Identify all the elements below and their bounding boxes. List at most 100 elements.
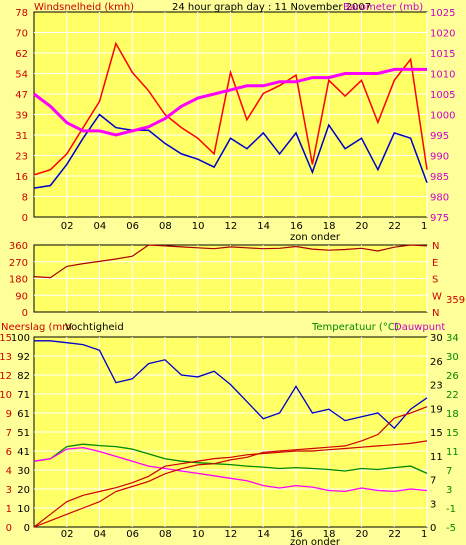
rain-total-line	[33, 406, 428, 528]
x-tick-label: 1	[421, 529, 427, 540]
rain-y-tick-label: 13	[0, 352, 12, 363]
x-tick-label: 22	[388, 221, 401, 232]
temperature-y-tick-label: -1	[446, 504, 456, 515]
x-tick-label: 08	[159, 529, 172, 540]
humidity-y-tick-label: 82	[17, 371, 30, 382]
compass-label: S	[432, 275, 438, 286]
dewpoint-y-tick-label: 7	[430, 476, 436, 487]
wind-barometer-panel: 02 04 06 08 10 12 14 16 18 20 22 108162331394754627…	[15, 8, 455, 232]
x-tick-label: 10	[192, 221, 205, 232]
x-tick-label: 16	[290, 529, 303, 540]
x-tick-label: 06	[126, 529, 139, 540]
x-tick-label: 04	[94, 529, 107, 540]
wind-y-tick-label: 47	[15, 90, 28, 101]
barometer-y-tick-label: 995	[430, 131, 449, 142]
x-tick-label: 04	[94, 221, 107, 232]
rain-y-tick-label: 9	[6, 409, 12, 420]
rain-y-tick-label: 6	[6, 447, 12, 458]
barometer-y-tick-label: 980	[430, 193, 449, 204]
temperature-y-tick-label: -5	[446, 523, 456, 534]
dewpoint-y-tick-label: 30	[430, 333, 443, 344]
dewpoint-line	[33, 446, 428, 493]
temperature-y-tick-label: 26	[446, 371, 459, 382]
wind-axis-title: Windsnelheid (kmh)	[34, 2, 134, 13]
dewpoint-y-tick-label: 19	[430, 404, 443, 415]
x-tick-label: 18	[323, 529, 336, 540]
temperature-y-tick-label: 18	[446, 409, 459, 420]
temperature-y-tick-label: 7	[446, 466, 452, 477]
dewpoint-y-tick-label: 23	[430, 381, 443, 392]
x-tick-label: 22	[388, 529, 401, 540]
x-tick-label: 02	[61, 221, 74, 232]
temperature-y-tick-label: 11	[446, 447, 459, 458]
x-tick-label: 14	[257, 529, 270, 540]
barometer-y-tick-label: 1025	[430, 8, 455, 19]
barometer-y-tick-label: 1010	[430, 70, 455, 81]
barometer-y-tick-label: 1015	[430, 49, 455, 60]
humidity-y-tick-label: 71	[17, 390, 30, 401]
x-tick-label: 20	[356, 529, 369, 540]
direction-y-tick-label: 270	[9, 258, 28, 269]
wind-y-tick-label: 23	[15, 152, 28, 163]
graph-title: 24 hour graph day : 11 November 2007	[172, 2, 371, 13]
humidity-y-tick-label: 92	[17, 352, 30, 363]
temperature-y-tick-label: 3	[446, 485, 452, 496]
wind-y-tick-label: 31	[15, 131, 28, 142]
temperature-line	[33, 443, 428, 474]
humidity-y-tick-label: 41	[17, 447, 30, 458]
compass-label: N	[432, 308, 439, 319]
wind-y-tick-label: 62	[15, 49, 28, 60]
dewpoint-y-tick-label: 0	[430, 523, 436, 534]
dewpoint-y-tick-label: 11	[430, 452, 443, 463]
compass-label: W	[432, 291, 442, 302]
temperature-y-tick-label: 34	[446, 333, 459, 344]
humidity-y-tick-label: 61	[17, 409, 30, 420]
barometer-y-tick-label: 1020	[430, 29, 455, 40]
wind-direction-line	[33, 244, 428, 279]
barometer-y-tick-label: 985	[430, 172, 449, 183]
rain-axis-title: Neerslag (mm	[1, 322, 72, 333]
x-tick-label: 10	[192, 529, 205, 540]
dewpoint-y-tick-label: 15	[430, 428, 443, 439]
direction-y-tick-label: 360	[9, 241, 28, 252]
humidity-y-tick-label: 10	[17, 504, 30, 515]
rain-y-tick-label: 4	[6, 466, 12, 477]
rain-y-tick-label: 10	[0, 390, 12, 401]
rain-y-tick-label: 12	[0, 371, 12, 382]
humidity-line	[34, 340, 428, 430]
wind-average-line	[33, 113, 428, 189]
x-tick-label: 14	[257, 221, 270, 232]
rain-y-tick-label: 7	[6, 428, 12, 439]
temperature-y-tick-label: 15	[446, 428, 459, 439]
barometer-y-tick-label: 975	[430, 213, 449, 224]
barometer-y-tick-label: 1005	[430, 90, 455, 101]
barometer-y-tick-label: 990	[430, 152, 449, 163]
rain-y-tick-label: 15	[0, 333, 12, 344]
wind-y-tick-label: 16	[15, 172, 28, 183]
compass-label: E	[432, 258, 438, 269]
barometer-y-tick-label: 1000	[430, 111, 455, 122]
humidity-y-tick-label: 30	[17, 466, 30, 477]
temperature-y-tick-label: 30	[446, 352, 459, 363]
direction-y-tick-label: 90	[15, 291, 28, 302]
x-tick-label: 02	[61, 529, 74, 540]
rain-y-tick-label: 1	[6, 504, 12, 515]
x-tick-label: 20	[356, 221, 369, 232]
rain-rate-line	[33, 440, 428, 528]
rain-humidity-temperature-panel: 02 04 06 08 10 12 14 16 18 20 22 101346791012131501…	[0, 333, 459, 540]
wind-y-tick-label: 8	[22, 193, 28, 204]
rain-y-tick-label: 3	[6, 485, 12, 496]
humidity-axis-title: Vochtigheid	[65, 322, 124, 333]
wind-direction-current-value: 359	[446, 295, 465, 306]
compass-label: N	[432, 241, 439, 252]
wind-y-tick-label: 0	[22, 213, 28, 224]
humidity-y-tick-label: 51	[17, 428, 30, 439]
direction-y-tick-label: 0	[22, 308, 28, 319]
dewpoint-axis-title: Dauwpunt	[394, 322, 445, 333]
dewpoint-y-tick-label: 3	[430, 499, 436, 510]
wind-y-tick-label: 78	[15, 8, 28, 19]
humidity-y-tick-label: 0	[24, 523, 30, 534]
wind-y-tick-label: 54	[15, 70, 28, 81]
